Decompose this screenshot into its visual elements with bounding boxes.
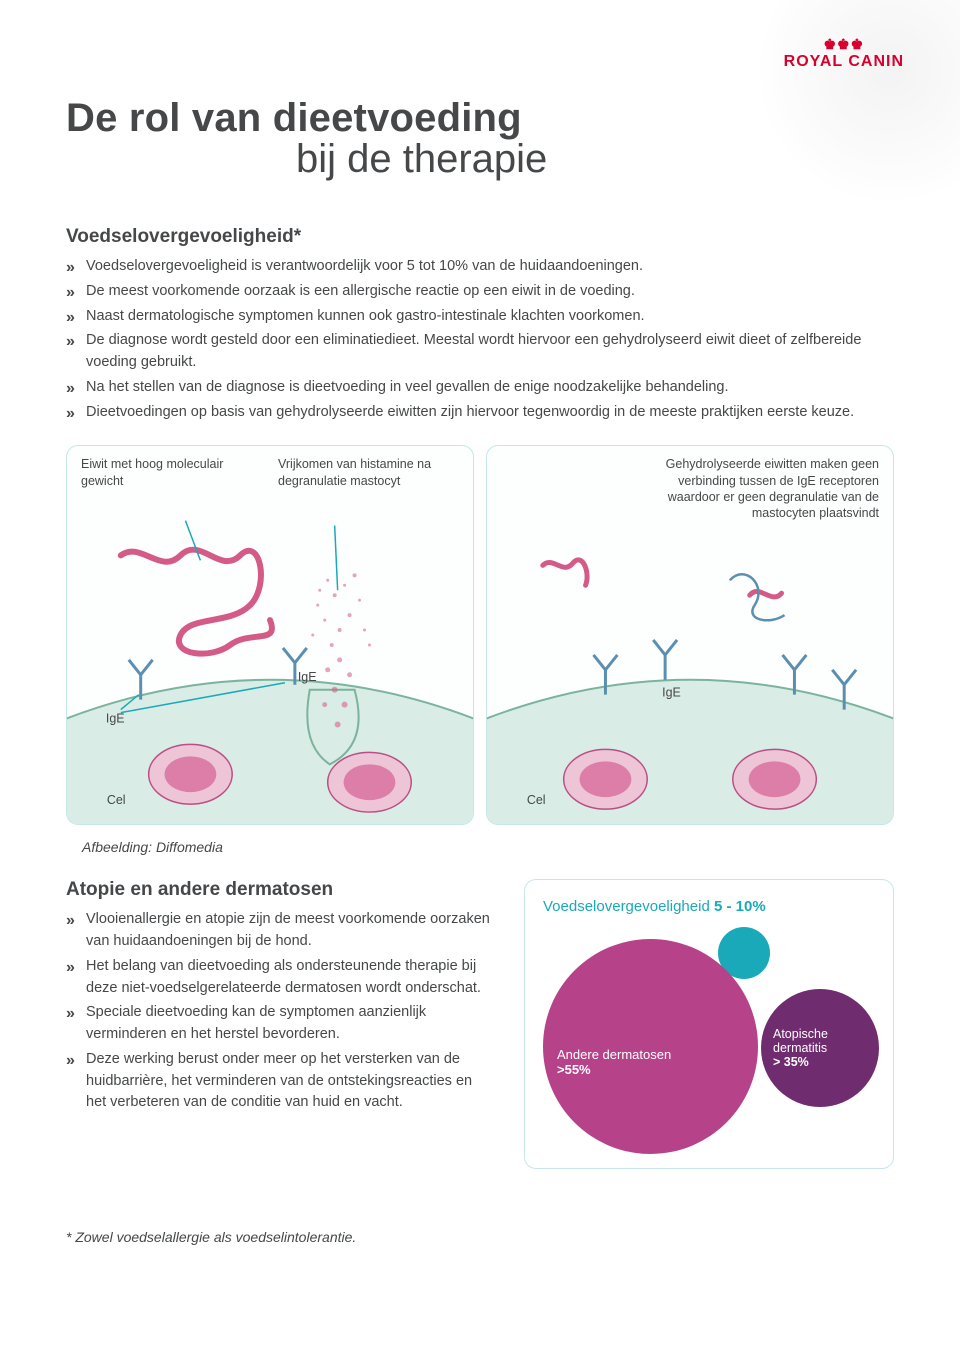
circle-med-value: > 35% <box>773 1055 867 1069</box>
left-label1: Eiwit met hoog moleculair gewicht <box>81 456 262 489</box>
bullet-item: Het belang van dieetvoeding als onderste… <box>66 956 496 1000</box>
ige-label-left: IgE <box>106 712 125 726</box>
lower-row: Atopie en andere dermatosen Vlooienaller… <box>66 879 894 1169</box>
ige-label-left2: IgE <box>298 670 317 684</box>
section1-heading: Voedselovergevoeligheid* <box>66 226 894 248</box>
bullet-item: Vlooienallergie en atopie zijn de meest … <box>66 909 496 953</box>
diagram-panel-left: Eiwit met hoog moleculair gewicht Vrijko… <box>66 445 474 825</box>
venn-chart: Voedselovergevoeligheid 5 - 10% Andere d… <box>524 879 894 1169</box>
cel-label-right: Cel <box>527 793 546 807</box>
diagram-row: Eiwit met hoog moleculair gewicht Vrijko… <box>66 445 894 825</box>
circle-large: Andere dermatosen >55% <box>543 939 758 1154</box>
bullet-item: De diagnose wordt gesteld door een elimi… <box>66 330 894 374</box>
chart-title: Voedselovergevoeligheid 5 - 10% <box>543 898 875 915</box>
section2-col: Atopie en andere dermatosen Vlooienaller… <box>66 879 496 1169</box>
cel-label-left: Cel <box>107 793 126 807</box>
bullet-item: Voedselovergevoeligheid is verantwoordel… <box>66 256 894 278</box>
section1-bullets: Voedselovergevoeligheid is verantwoordel… <box>66 256 894 423</box>
bullet-item: Naast dermatologische symptomen kunnen o… <box>66 306 894 328</box>
diagram-panel-right: Gehydrolyseerde eiwitten maken geen verb… <box>486 445 894 825</box>
page-content: De rol van dieetvoeding bij de therapie … <box>0 0 960 1285</box>
chart-title-prefix: Voedselovergevoeligheid <box>543 898 714 915</box>
brand-name: ROYAL CANIN <box>784 53 904 71</box>
circle-med-label: Atopische dermatitis <box>773 1027 867 1055</box>
right-label: Gehydrolyseerde eiwitten maken geen verb… <box>637 456 879 521</box>
bullet-item: Dieetvoedingen op basis van gehydrolysee… <box>66 402 894 424</box>
left-label2: Vrijkomen van histamine na degranulatie … <box>278 456 459 489</box>
bullet-item: De meest voorkomende oorzaak is een alle… <box>66 281 894 303</box>
circle-med: Atopische dermatitis > 35% <box>761 989 879 1107</box>
chart-title-bold: 5 - 10% <box>714 898 766 915</box>
chart-area: Andere dermatosen >55% Atopische dermati… <box>543 927 875 1137</box>
bullet-item: Na het stellen van de diagnose is dieetv… <box>66 377 894 399</box>
circle-large-label: Andere dermatosen <box>557 1047 744 1062</box>
footnote: * Zowel voedselallergie als voedselintol… <box>66 1229 894 1245</box>
bullet-item: Deze werking berust onder meer op het ve… <box>66 1049 496 1114</box>
right-panel-labels: Gehydrolyseerde eiwitten maken geen verb… <box>501 456 879 521</box>
bullet-item: Speciale dieetvoeding kan de symptomen a… <box>66 1002 496 1046</box>
diagram-caption: Afbeelding: Diffomedia <box>82 839 894 855</box>
crown-icon: ♚♚♚ <box>784 36 904 53</box>
left-panel-labels: Eiwit met hoog moleculair gewicht Vrijko… <box>81 456 459 489</box>
section2-heading: Atopie en andere dermatosen <box>66 879 496 901</box>
section2-bullets: Vlooienallergie en atopie zijn de meest … <box>66 909 496 1114</box>
brand-logo: ♚♚♚ ROYAL CANIN <box>784 36 904 71</box>
ige-label-right: IgE <box>662 686 681 700</box>
diagram-left-svg: IgE IgE Cel <box>67 446 473 824</box>
circle-large-value: >55% <box>557 1062 744 1077</box>
